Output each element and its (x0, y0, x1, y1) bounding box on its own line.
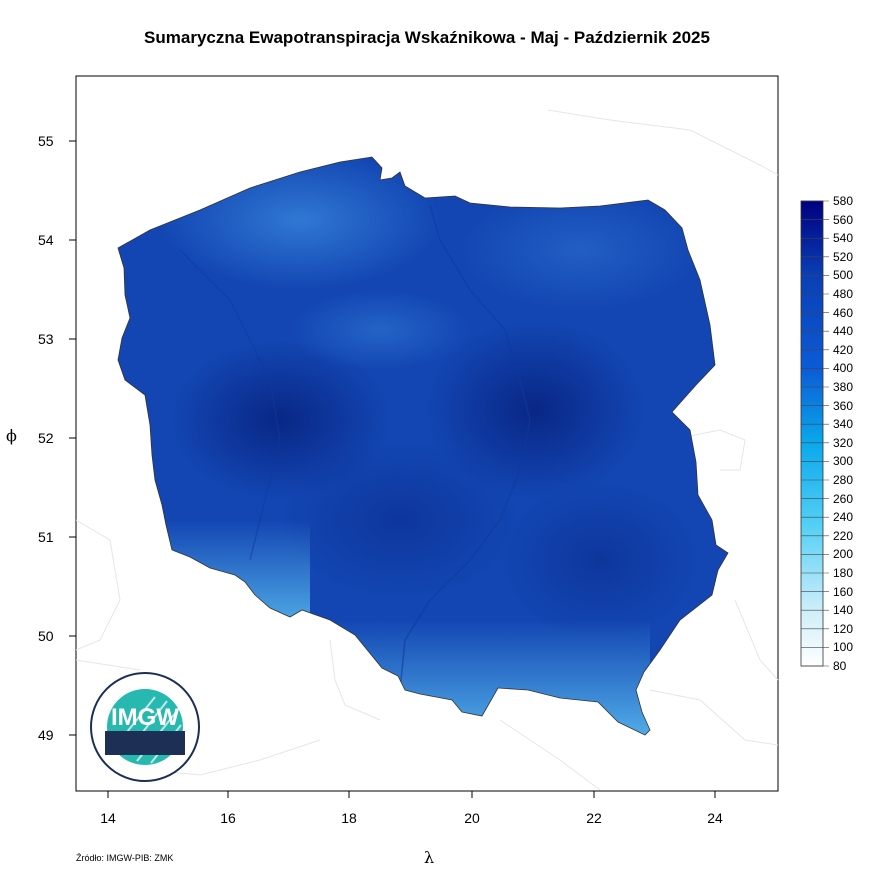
legend-label: 500 (833, 268, 854, 283)
logo-text: IMGW (111, 704, 179, 731)
legend-label: 100 (833, 640, 854, 655)
legend-label: 300 (833, 454, 854, 469)
poland-border (117, 156, 729, 736)
x-axis-ticks (107, 791, 716, 798)
legend-label: 400 (833, 361, 854, 376)
legend-label: 240 (833, 510, 854, 525)
x-tick-label: 16 (220, 810, 236, 826)
x-tick-label: 18 (341, 810, 357, 826)
legend-label: 320 (833, 435, 854, 450)
legend-label: 120 (833, 621, 854, 636)
y-tick-label: 51 (38, 529, 54, 545)
legend-label: 380 (833, 380, 854, 394)
source-note: Źródło: IMGW-PIB: ZMK (76, 853, 174, 863)
x-tick-label: 24 (707, 810, 723, 826)
legend-label: 460 (833, 305, 854, 320)
legend-label: 480 (833, 287, 854, 301)
legend-label: 560 (833, 212, 854, 227)
y-tick-label: 54 (38, 232, 54, 248)
legend-label: 540 (833, 231, 854, 246)
legend-label: 160 (833, 584, 854, 599)
x-tick-label: 20 (464, 810, 480, 826)
y-axis-title: ϕ (6, 426, 17, 445)
legend-label: 280 (833, 473, 854, 487)
y-axis-ticks (69, 140, 76, 736)
legend-label: 420 (833, 342, 854, 357)
chart-title: Sumaryczna Ewapotranspiracja Wskaźnikowa… (144, 28, 710, 47)
x-tick-label: 14 (100, 810, 116, 826)
legend-label: 140 (833, 603, 854, 618)
legend-label: 180 (833, 566, 854, 580)
legend-ticks (801, 200, 829, 667)
legend-label: 200 (833, 547, 854, 562)
legend-label: 520 (833, 249, 854, 264)
legend-label: 580 (833, 194, 854, 208)
y-tick-label: 52 (38, 430, 54, 446)
legend-label: 80 (833, 659, 847, 673)
y-tick-label: 50 (38, 628, 54, 644)
river-hint (399, 204, 531, 691)
y-tick-label: 55 (38, 133, 54, 149)
legend-colorbar (800, 200, 824, 667)
y-tick-label: 53 (38, 331, 54, 347)
legend-label: 220 (833, 528, 854, 543)
dark-area-east (425, 320, 645, 500)
legend-label: 260 (833, 491, 854, 506)
legend-label: 340 (833, 417, 854, 432)
x-axis-title: λ (424, 848, 435, 867)
legend-label: 360 (833, 398, 854, 413)
legend-label: 440 (833, 324, 854, 339)
y-tick-label: 49 (38, 727, 54, 743)
neighbor-borders (75, 109, 779, 791)
imgw-logo: IMGW (90, 672, 200, 782)
x-tick-label: 22 (586, 810, 602, 826)
